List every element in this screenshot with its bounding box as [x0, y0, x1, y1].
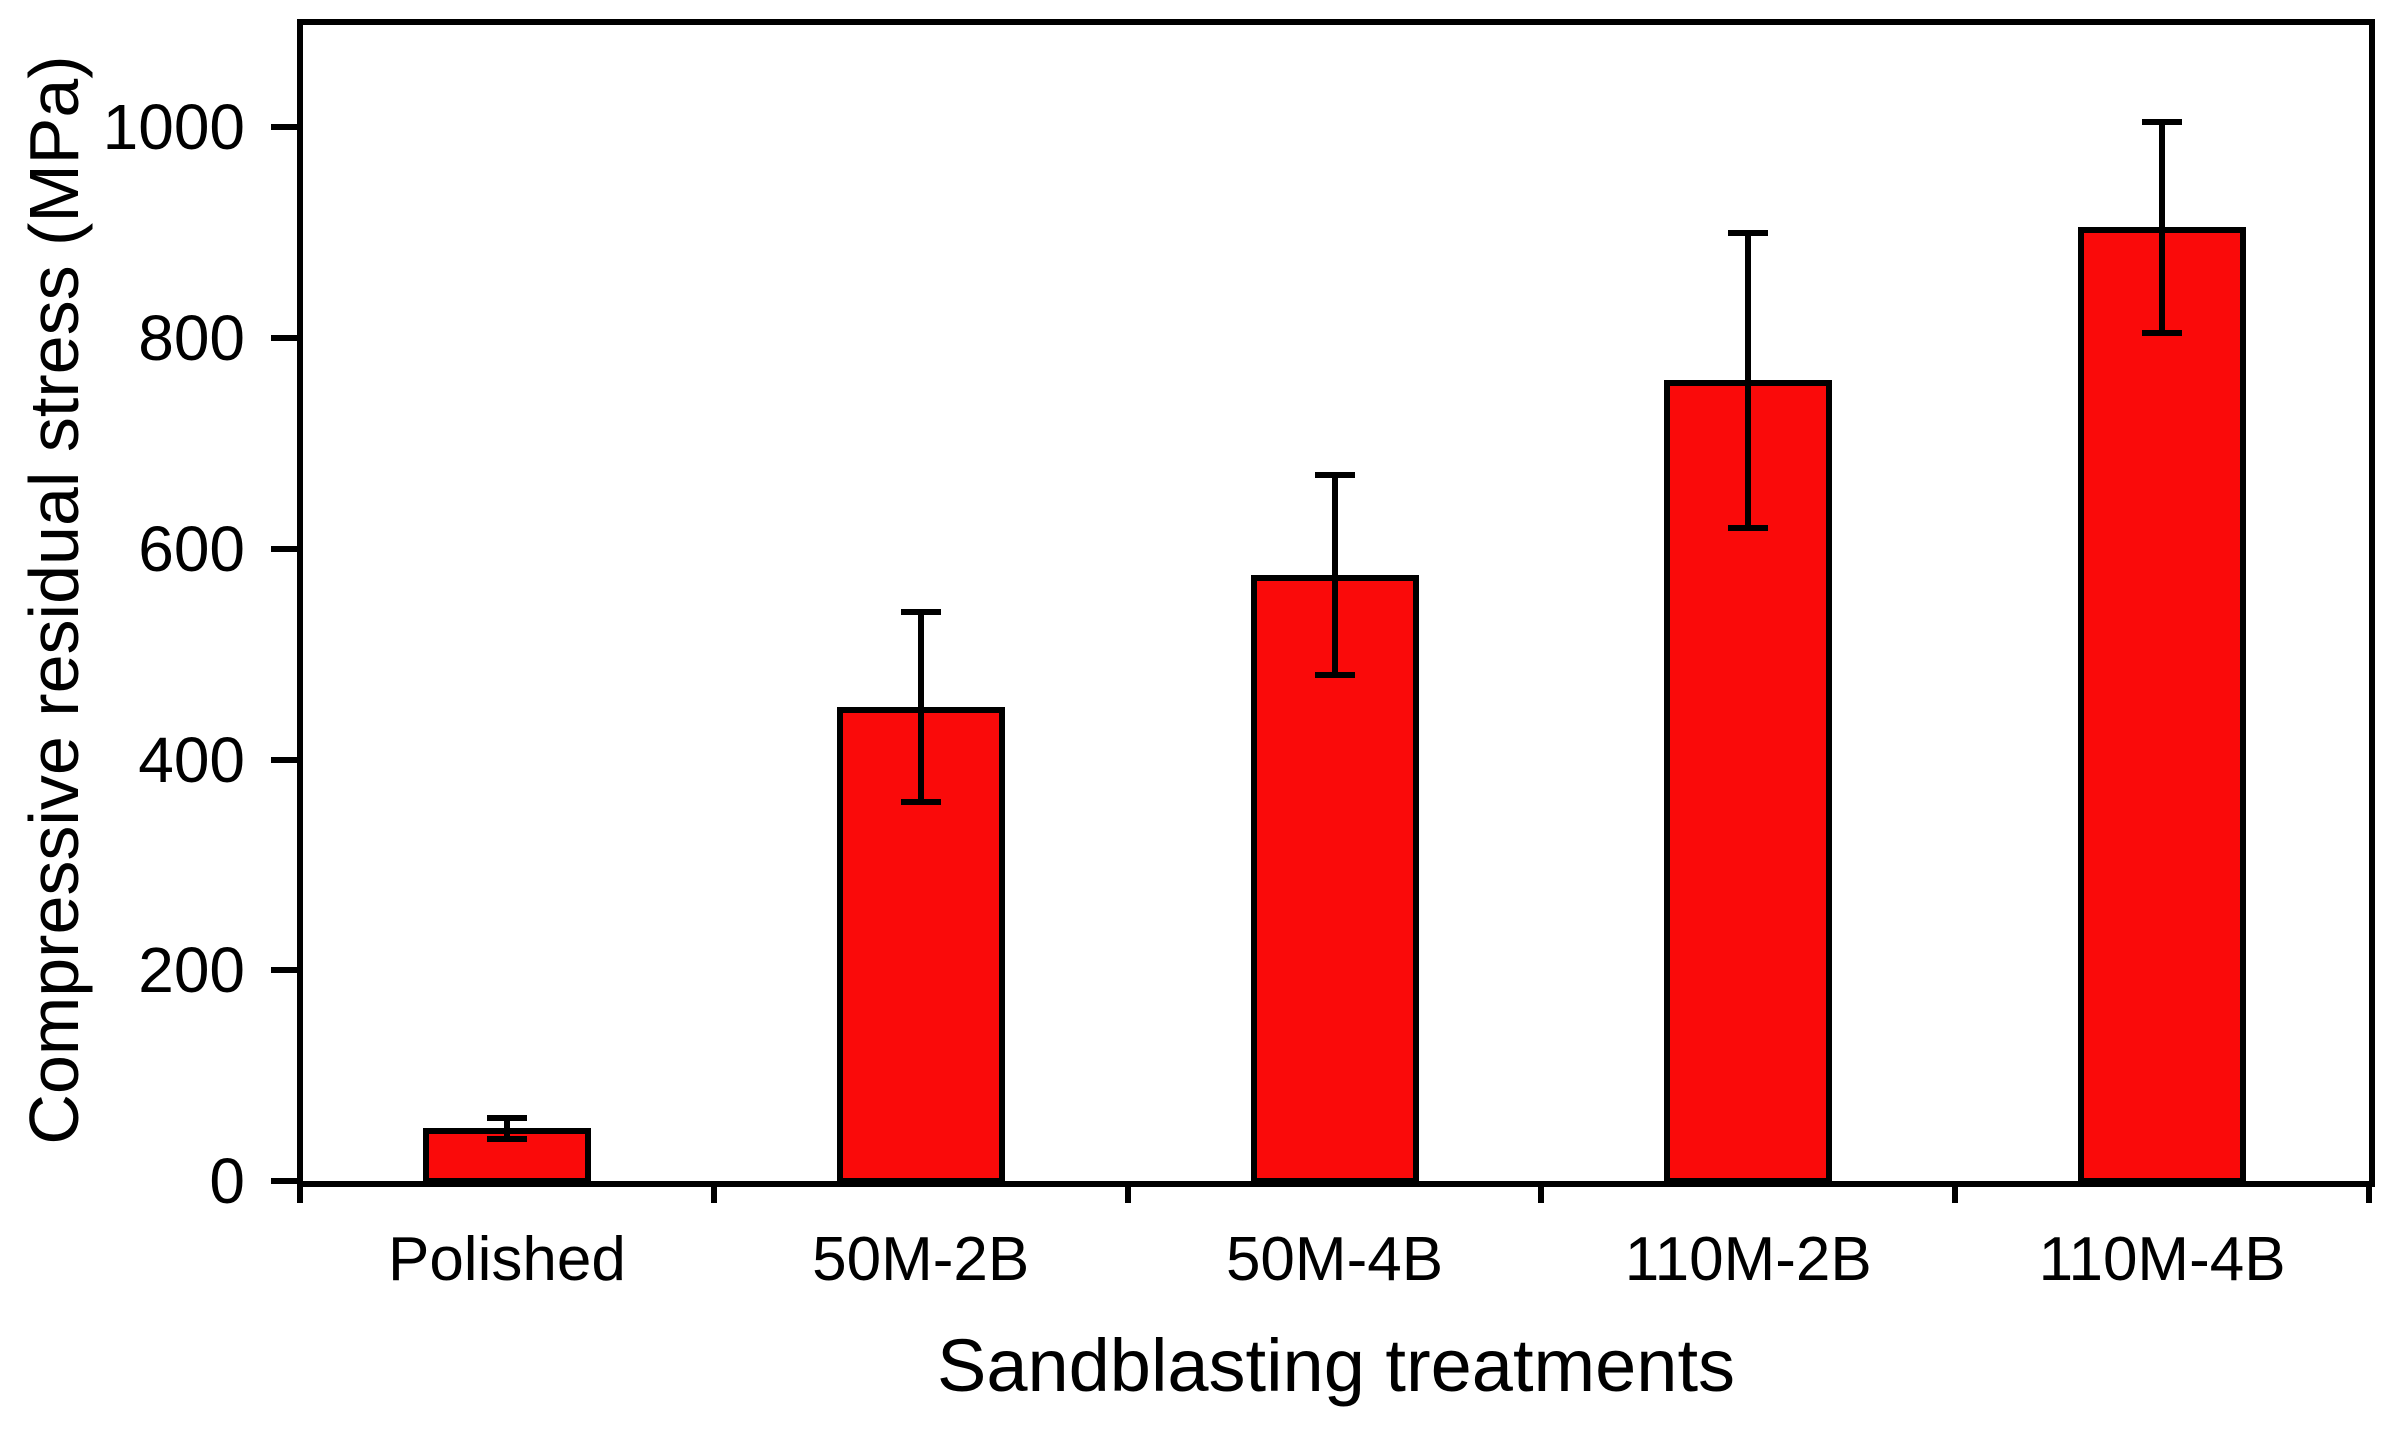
x-axis-tick: [1124, 1181, 1131, 1203]
error-bar-bottom-cap: [2142, 329, 2183, 336]
error-bar-top-cap: [1314, 472, 1355, 479]
y-axis-tick-label: 1000: [102, 91, 245, 164]
error-bar-bottom-cap: [1314, 672, 1355, 679]
category-label: Polished: [387, 1225, 626, 1294]
x-axis-tick: [1538, 1181, 1545, 1203]
category-label: 50M-4B: [1225, 1225, 1444, 1294]
error-bar-bottom-cap: [1728, 524, 1769, 531]
y-axis-tick-label: 400: [138, 723, 245, 796]
y-axis-title: Compressive residual stress (MPa): [15, 55, 93, 1145]
x-axis-tick: [710, 1181, 717, 1203]
error-bar: [1745, 232, 1752, 528]
x-axis-tick: [1952, 1181, 1959, 1203]
y-axis-tick: [271, 545, 297, 552]
y-axis-tick-label: 600: [138, 512, 245, 585]
y-axis-tick-label: 0: [209, 1145, 245, 1217]
error-bar-bottom-cap: [486, 1135, 527, 1142]
error-bar: [1331, 475, 1338, 676]
error-bar: [503, 1117, 510, 1139]
x-axis-title: Sandblasting treatments: [936, 1324, 1736, 1407]
bar: [2078, 227, 2247, 1184]
category-label: 110M-2B: [1624, 1225, 1872, 1294]
error-bar-top-cap: [900, 609, 941, 616]
y-axis-tick: [271, 1178, 297, 1184]
y-axis-tick: [271, 756, 297, 763]
x-axis-tick: [297, 1181, 303, 1203]
y-axis-tick-label: 200: [138, 934, 245, 1007]
category-label: 110M-4B: [2038, 1225, 2286, 1294]
error-bar-top-cap: [1728, 229, 1769, 236]
category-label: 50M-2B: [812, 1225, 1030, 1294]
y-axis-tick: [271, 335, 297, 342]
error-bar-top-cap: [486, 1114, 527, 1121]
error-bar-top-cap: [2142, 119, 2183, 126]
error-bar: [917, 612, 924, 802]
x-axis-tick: [2366, 1181, 2372, 1203]
y-axis-tick: [271, 124, 297, 131]
error-bar: [2159, 122, 2166, 333]
error-bar-bottom-cap: [900, 798, 941, 805]
y-axis-tick-label: 800: [138, 302, 245, 375]
y-axis-tick: [271, 967, 297, 974]
